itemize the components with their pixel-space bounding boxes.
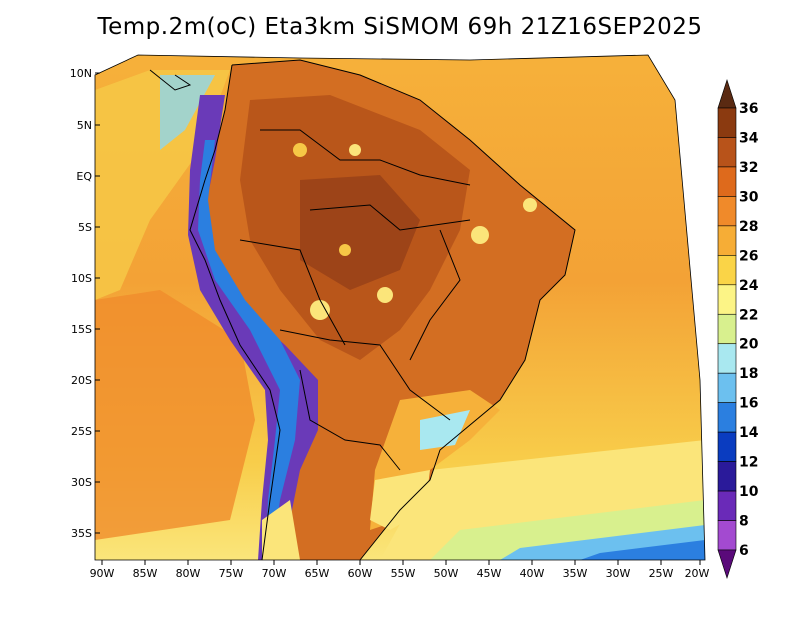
colorbar-label: 12 bbox=[739, 455, 758, 471]
svg-text:25W: 25W bbox=[649, 567, 674, 580]
svg-text:35S: 35S bbox=[71, 527, 92, 540]
colorbar-label: 28 bbox=[739, 219, 758, 235]
colorbar-band bbox=[717, 225, 737, 256]
colorbar-label: 26 bbox=[739, 248, 758, 264]
svg-text:50W: 50W bbox=[434, 567, 459, 580]
svg-text:60W: 60W bbox=[348, 567, 373, 580]
svg-text:55W: 55W bbox=[391, 567, 416, 580]
lat-tick: 10S bbox=[71, 272, 100, 285]
svg-text:15S: 15S bbox=[71, 323, 92, 336]
lat-tick: 25S bbox=[71, 425, 100, 438]
lat-tick: 35S bbox=[71, 527, 100, 540]
colorbar-band bbox=[717, 313, 737, 345]
lon-tick: 50W bbox=[434, 560, 459, 580]
colorbar: 36 34 32 30 28 26 24 22 20 18 16 14 12 10 8 6 bbox=[717, 79, 759, 579]
colorbar-band bbox=[717, 166, 737, 197]
svg-text:70W: 70W bbox=[262, 567, 287, 580]
colorbar-band bbox=[717, 372, 737, 403]
lon-tick: 75W bbox=[219, 560, 244, 580]
lat-tick: 15S bbox=[71, 323, 100, 336]
colorbar-label: 8 bbox=[739, 514, 749, 530]
lat-tick: 20S bbox=[71, 374, 100, 387]
lon-tick: 45W bbox=[477, 560, 502, 580]
temperature-field bbox=[95, 55, 705, 560]
lat-tick: 30S bbox=[71, 476, 100, 489]
lon-tick: 85W bbox=[133, 560, 158, 580]
svg-text:35W: 35W bbox=[563, 567, 588, 580]
svg-text:10N: 10N bbox=[70, 67, 92, 80]
lat-tick: EQ bbox=[76, 170, 100, 183]
svg-text:65W: 65W bbox=[305, 567, 330, 580]
svg-text:30S: 30S bbox=[71, 476, 92, 489]
colorbar-label: 22 bbox=[739, 307, 758, 323]
map-title: Temp.2m(oC) Eta3km SiSMOM 69h 21Z16SEP20… bbox=[97, 14, 703, 40]
colorbar-label: 10 bbox=[739, 484, 759, 500]
colorbar-band bbox=[717, 343, 737, 374]
colorbar-label: 24 bbox=[739, 278, 759, 294]
colorbar-label: 18 bbox=[739, 366, 758, 382]
lon-tick: 80W bbox=[176, 560, 201, 580]
colorbar-band bbox=[717, 490, 737, 521]
colorbar-label: 34 bbox=[739, 130, 759, 146]
colorbar-label: 30 bbox=[739, 189, 759, 205]
colorbar-label: 32 bbox=[739, 160, 758, 176]
country-boundaries bbox=[149, 59, 576, 561]
lon-tick: 25W bbox=[649, 560, 674, 580]
svg-text:75W: 75W bbox=[219, 567, 244, 580]
lat-tick: 5N bbox=[77, 119, 100, 132]
svg-text:20W: 20W bbox=[685, 567, 710, 580]
lon-tick: 40W bbox=[520, 560, 545, 580]
lon-tick: 55W bbox=[391, 560, 416, 580]
latitude-axis: 10N 5N EQ 5S 10S 15S 20S 25S 30S 35S bbox=[70, 67, 100, 540]
map-domain-outline bbox=[94, 54, 706, 561]
colorbar-label: 20 bbox=[739, 337, 759, 353]
svg-text:80W: 80W bbox=[176, 567, 201, 580]
colorbar-band bbox=[717, 431, 737, 462]
svg-text:85W: 85W bbox=[133, 567, 158, 580]
lon-tick: 20W bbox=[685, 560, 710, 580]
colorbar-band bbox=[717, 402, 737, 433]
lon-tick: 35W bbox=[563, 560, 588, 580]
lon-tick: 90W bbox=[90, 560, 115, 580]
colorbar-band bbox=[717, 284, 737, 315]
svg-text:10S: 10S bbox=[71, 272, 92, 285]
colorbar-label: 36 bbox=[739, 101, 758, 117]
svg-text:5N: 5N bbox=[77, 119, 92, 132]
colorbar-band bbox=[717, 137, 737, 168]
lon-tick: 30W bbox=[606, 560, 631, 580]
lat-tick: 10N bbox=[70, 67, 100, 80]
colorbar-label: 16 bbox=[739, 396, 758, 412]
lon-tick: 65W bbox=[305, 560, 330, 580]
lat-tick: 5S bbox=[78, 221, 100, 234]
svg-text:EQ: EQ bbox=[76, 170, 92, 183]
colorbar-bottom-cap bbox=[717, 549, 737, 579]
colorbar-band bbox=[717, 255, 737, 286]
colorbar-band bbox=[717, 461, 737, 492]
lon-tick: 60W bbox=[348, 560, 373, 580]
svg-text:40W: 40W bbox=[520, 567, 545, 580]
colorbar-band bbox=[717, 196, 737, 227]
svg-text:45W: 45W bbox=[477, 567, 502, 580]
lon-tick: 70W bbox=[262, 560, 287, 580]
colorbar-label: 14 bbox=[739, 425, 759, 441]
svg-text:30W: 30W bbox=[606, 567, 631, 580]
colorbar-band bbox=[717, 520, 737, 551]
colorbar-top-cap bbox=[717, 79, 737, 109]
longitude-axis: 90W 85W 80W 75W 70W 65W 60W 55W 50W 45W … bbox=[90, 560, 710, 580]
colorbar-band bbox=[717, 107, 737, 138]
svg-text:25S: 25S bbox=[71, 425, 92, 438]
svg-text:90W: 90W bbox=[90, 567, 115, 580]
colorbar-label: 6 bbox=[739, 543, 749, 559]
svg-text:5S: 5S bbox=[78, 221, 92, 234]
svg-text:20S: 20S bbox=[71, 374, 92, 387]
